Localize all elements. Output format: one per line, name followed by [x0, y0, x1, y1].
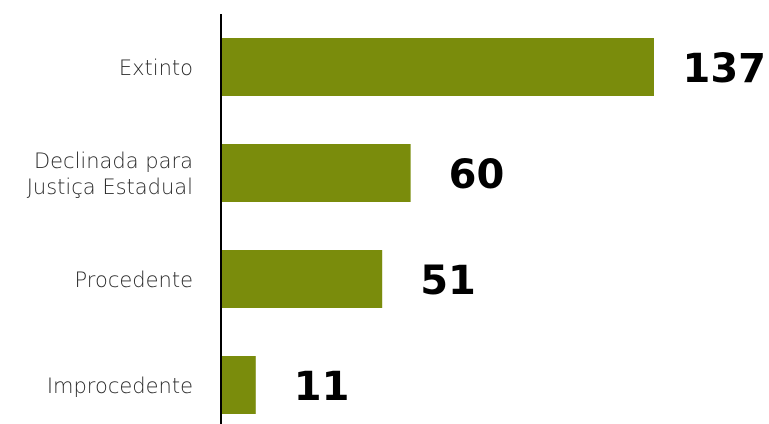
value-label: 11 [294, 364, 350, 410]
value-label: 60 [449, 152, 505, 198]
bar [221, 144, 411, 202]
category-labels: Extinto Declinada para Justiça Estadual Pro… [27, 56, 193, 398]
value-labels: 137 60 51 11 [294, 46, 766, 410]
category-label: Procedente [75, 268, 194, 292]
category-label: Improcedente [47, 374, 193, 398]
bars-group [221, 38, 654, 414]
category-label: Extinto [119, 56, 193, 80]
value-label: 137 [683, 46, 767, 92]
category-label-line: Extinto [119, 56, 193, 80]
category-label-line: Justiça Estadual [27, 175, 193, 199]
category-label-line: Declinada para [34, 149, 193, 173]
value-label: 51 [420, 258, 476, 304]
category-label-line: Procedente [75, 268, 194, 292]
bar [221, 38, 654, 96]
category-label: Declinada para Justiça Estadual [27, 149, 193, 199]
category-label-line: Improcedente [47, 374, 193, 398]
bar [221, 356, 256, 414]
bar [221, 250, 383, 308]
